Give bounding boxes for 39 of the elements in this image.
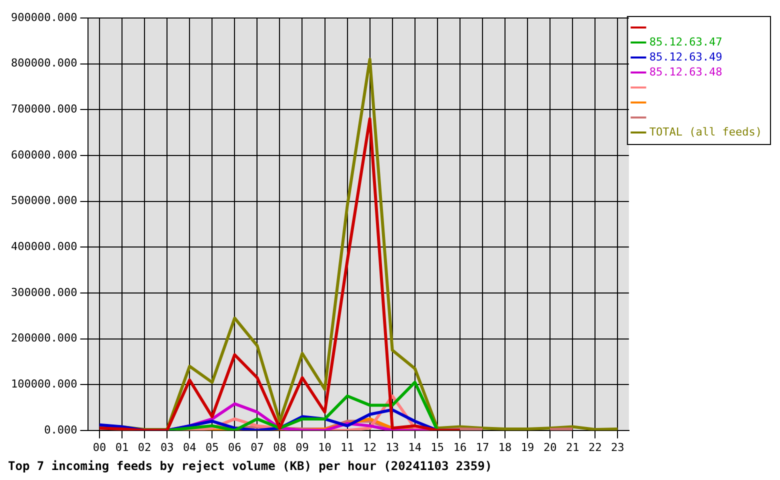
- x-tick-label: 23: [611, 440, 624, 454]
- x-tick-label: 00: [92, 440, 106, 454]
- x-tick-label: 09: [296, 440, 309, 454]
- x-tick-label: 21: [566, 440, 580, 454]
- x-tick-label: 16: [453, 440, 467, 454]
- x-tick-label: 01: [115, 440, 129, 454]
- x-tick-label: 10: [318, 440, 332, 454]
- x-tick-label: 08: [273, 440, 286, 454]
- x-tick-label: 15: [430, 440, 444, 454]
- x-tick-label: 22: [588, 440, 602, 454]
- x-tick-label: 13: [386, 440, 399, 454]
- x-tick-label: 06: [228, 440, 242, 454]
- y-tick-label: 900000.000: [10, 10, 78, 24]
- x-tick-label: 07: [250, 440, 264, 454]
- y-tick-label: 200000.000: [10, 332, 78, 345]
- y-tick-label: 500000.000: [10, 194, 78, 208]
- x-tick-label: 14: [408, 440, 422, 454]
- x-tick-label: 04: [182, 440, 197, 454]
- x-tick-label: 18: [498, 440, 512, 454]
- y-tick-label: 0.000: [44, 423, 78, 436]
- x-tick-label: 02: [138, 440, 152, 454]
- y-tick-label: 700000.000: [10, 102, 78, 116]
- legend-label: 85.12.63.49: [649, 50, 722, 64]
- legend-label: TOTAL (all feeds): [649, 125, 762, 138]
- y-tick-label: 400000.000: [10, 240, 78, 253]
- y-tick-label: 100000.000: [10, 377, 78, 390]
- x-tick-label: 03: [160, 440, 174, 454]
- y-tick-label: 600000.000: [10, 148, 78, 162]
- y-tick-label: 300000.000: [10, 286, 78, 299]
- x-tick-label: 05: [206, 440, 219, 454]
- text: Top 7 incoming feeds by reject volume (KB) per hour (20241103 2359): [8, 458, 492, 473]
- x-tick-label: 19: [520, 440, 534, 454]
- x-tick-label: 20: [543, 440, 557, 454]
- legend-label: 85.12.63.48: [649, 65, 722, 78]
- y-tick-label: 800000.000: [10, 56, 78, 70]
- x-tick-label: 17: [476, 440, 490, 454]
- x-tick-label: 11: [340, 440, 354, 454]
- x-tick-label: 12: [363, 440, 376, 454]
- legend-label: 85.12.63.47: [649, 35, 722, 48]
